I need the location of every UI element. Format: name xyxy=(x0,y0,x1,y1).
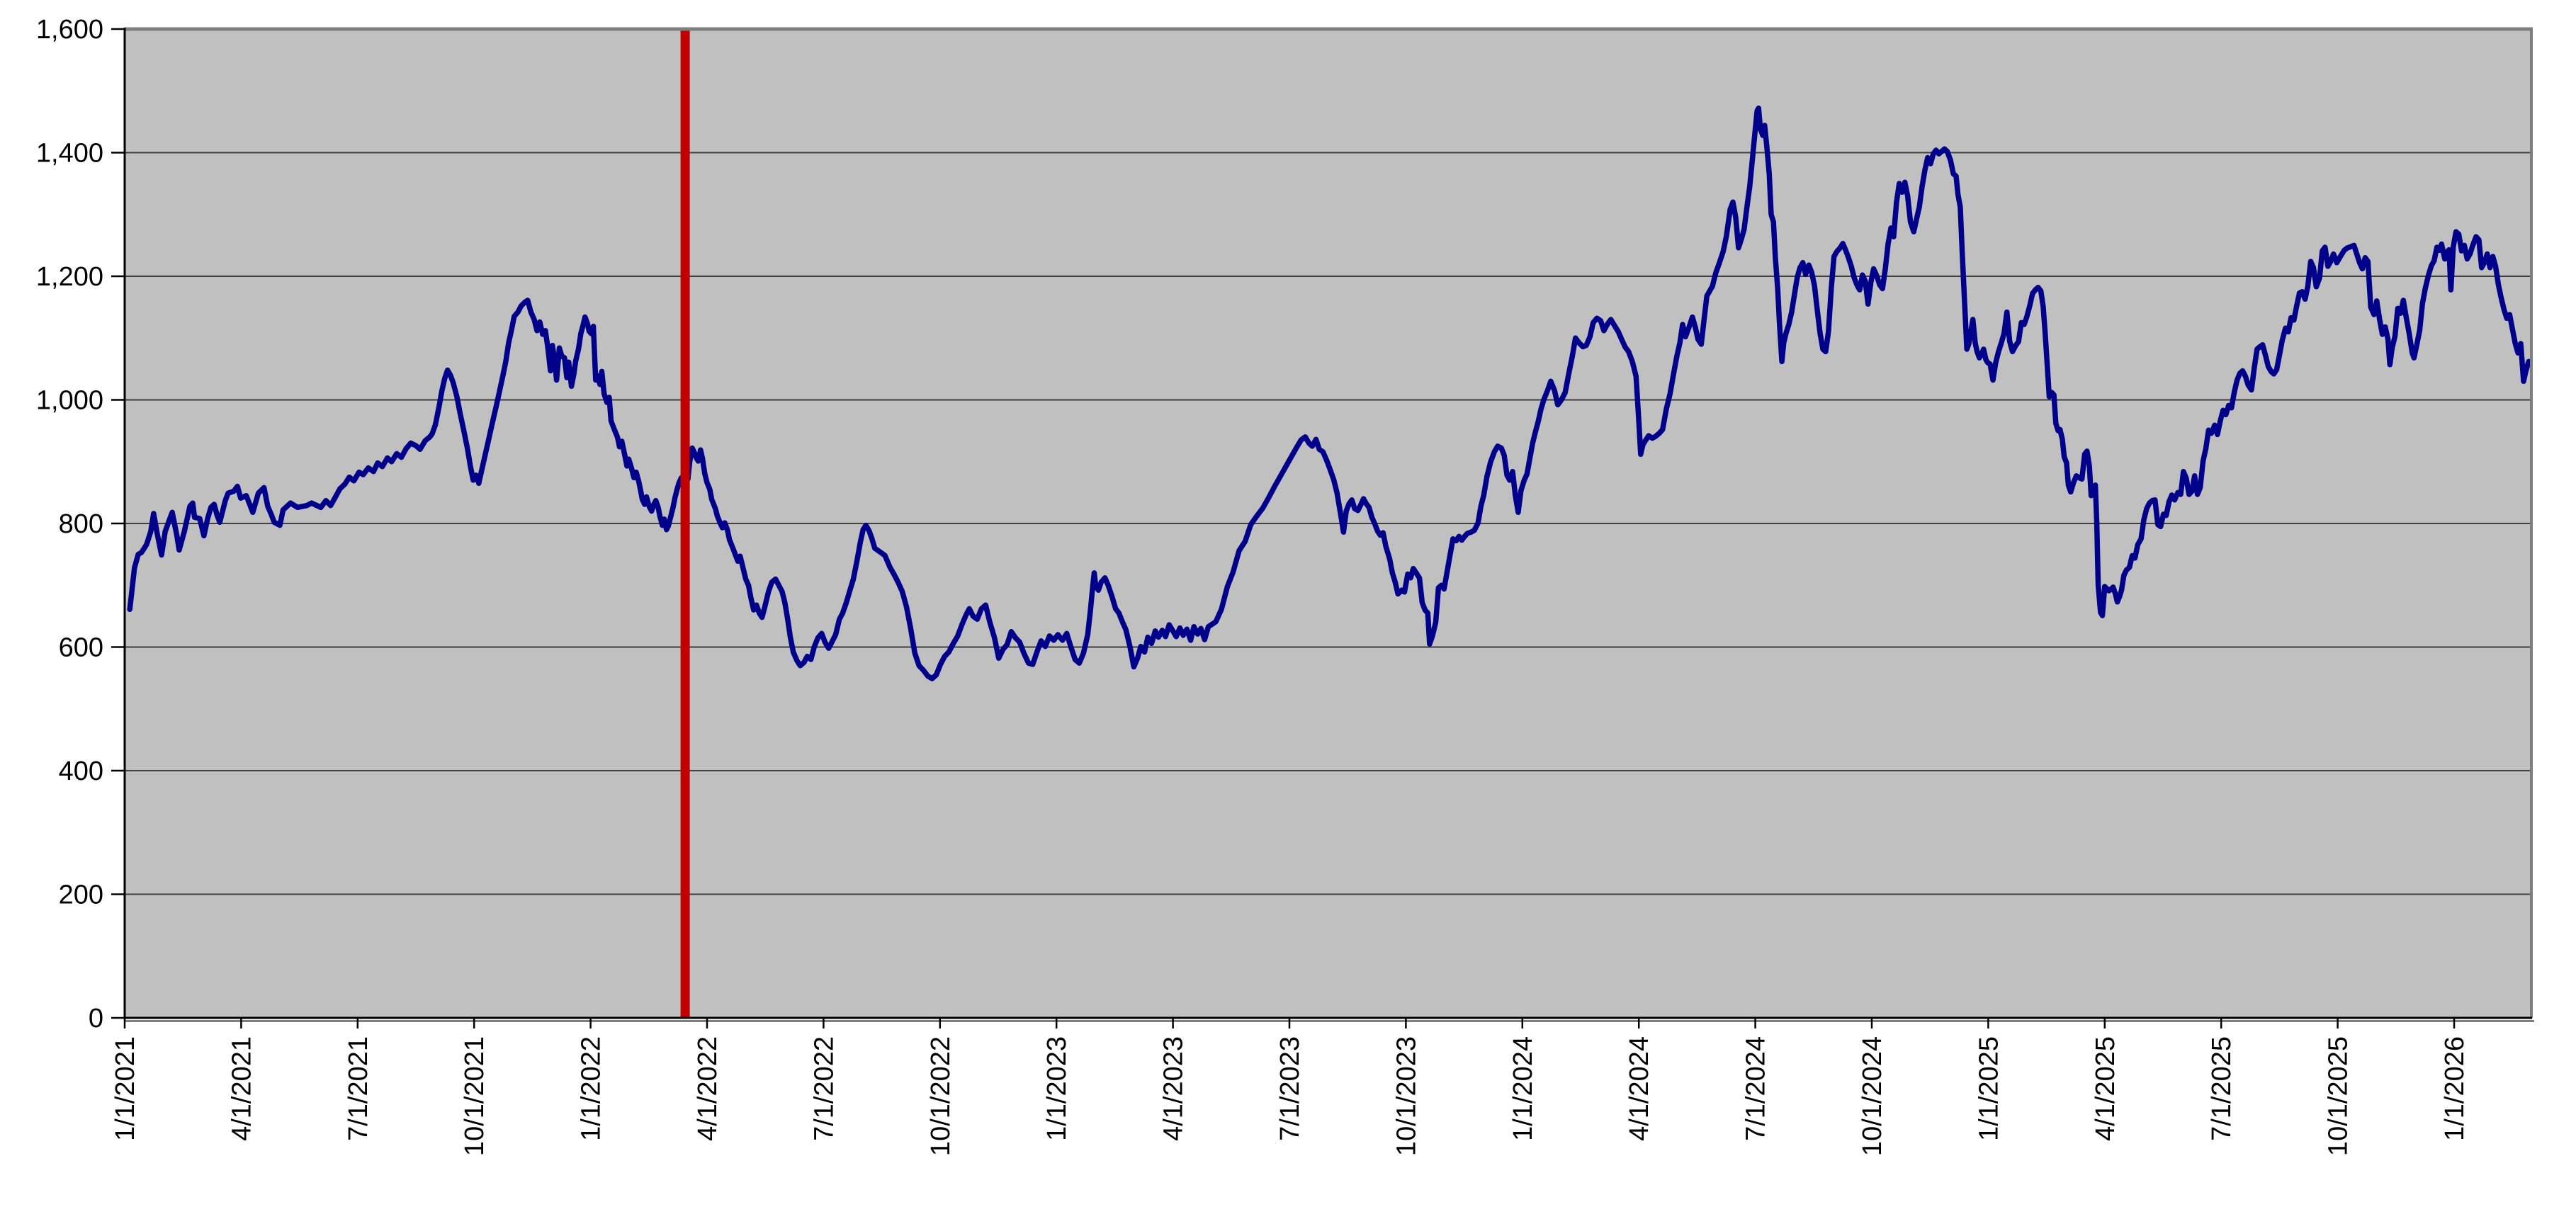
x-tick-label: 1/1/2026 xyxy=(2440,1036,2470,1141)
x-tick-label: 7/1/2021 xyxy=(344,1036,373,1141)
x-tick-label: 4/1/2025 xyxy=(2091,1036,2120,1141)
x-tick-label: 7/1/2022 xyxy=(809,1036,839,1141)
plot-frame-and-axes xyxy=(123,27,2534,1022)
x-tick-label: 1/1/2024 xyxy=(1508,1036,1538,1141)
x-tick-label: 7/1/2024 xyxy=(1741,1036,1771,1141)
y-tick-label: 1,000 xyxy=(36,386,103,416)
x-tick-label: 4/1/2021 xyxy=(227,1036,256,1141)
y-tick-label: 400 xyxy=(59,756,103,786)
x-tick-label: 4/1/2024 xyxy=(1625,1036,1654,1141)
x-tick-label: 1/1/2021 xyxy=(111,1036,140,1141)
x-tick-label: 1/1/2025 xyxy=(1974,1036,2004,1141)
x-tick-label: 7/1/2023 xyxy=(1275,1036,1305,1141)
gridlines xyxy=(125,152,2531,895)
axis-labels: 0 200 400 600 800 1,000 1,200 1,400 1,600 1/1/202… xyxy=(36,15,2470,1156)
x-tick-label: 10/1/2024 xyxy=(1858,1036,1887,1156)
x-tick-label: 1/1/2022 xyxy=(577,1036,606,1141)
axis-ticks xyxy=(111,28,2456,1028)
y-tick-label: 800 xyxy=(59,509,103,539)
y-tick-label: 600 xyxy=(59,633,103,663)
x-tick-label: 4/1/2023 xyxy=(1159,1036,1189,1141)
y-tick-label: 1,200 xyxy=(36,262,103,292)
x-tick-label: 4/1/2022 xyxy=(693,1036,723,1141)
y-tick-label: 0 xyxy=(89,1004,103,1033)
y-tick-label: 200 xyxy=(59,880,103,910)
price-line xyxy=(127,105,2531,681)
x-tick-label: 10/1/2023 xyxy=(1391,1036,1421,1156)
y-tick-label: 1,600 xyxy=(36,15,103,45)
x-tick-label: 10/1/2022 xyxy=(926,1036,956,1156)
y-tick-label: 1,400 xyxy=(36,139,103,169)
x-tick-label: 10/1/2025 xyxy=(2324,1036,2354,1156)
x-tick-label: 10/1/2021 xyxy=(460,1036,490,1156)
x-tick-label: 7/1/2025 xyxy=(2207,1036,2237,1141)
x-tick-label: 1/1/2023 xyxy=(1042,1036,1072,1141)
data-series xyxy=(127,105,2531,681)
